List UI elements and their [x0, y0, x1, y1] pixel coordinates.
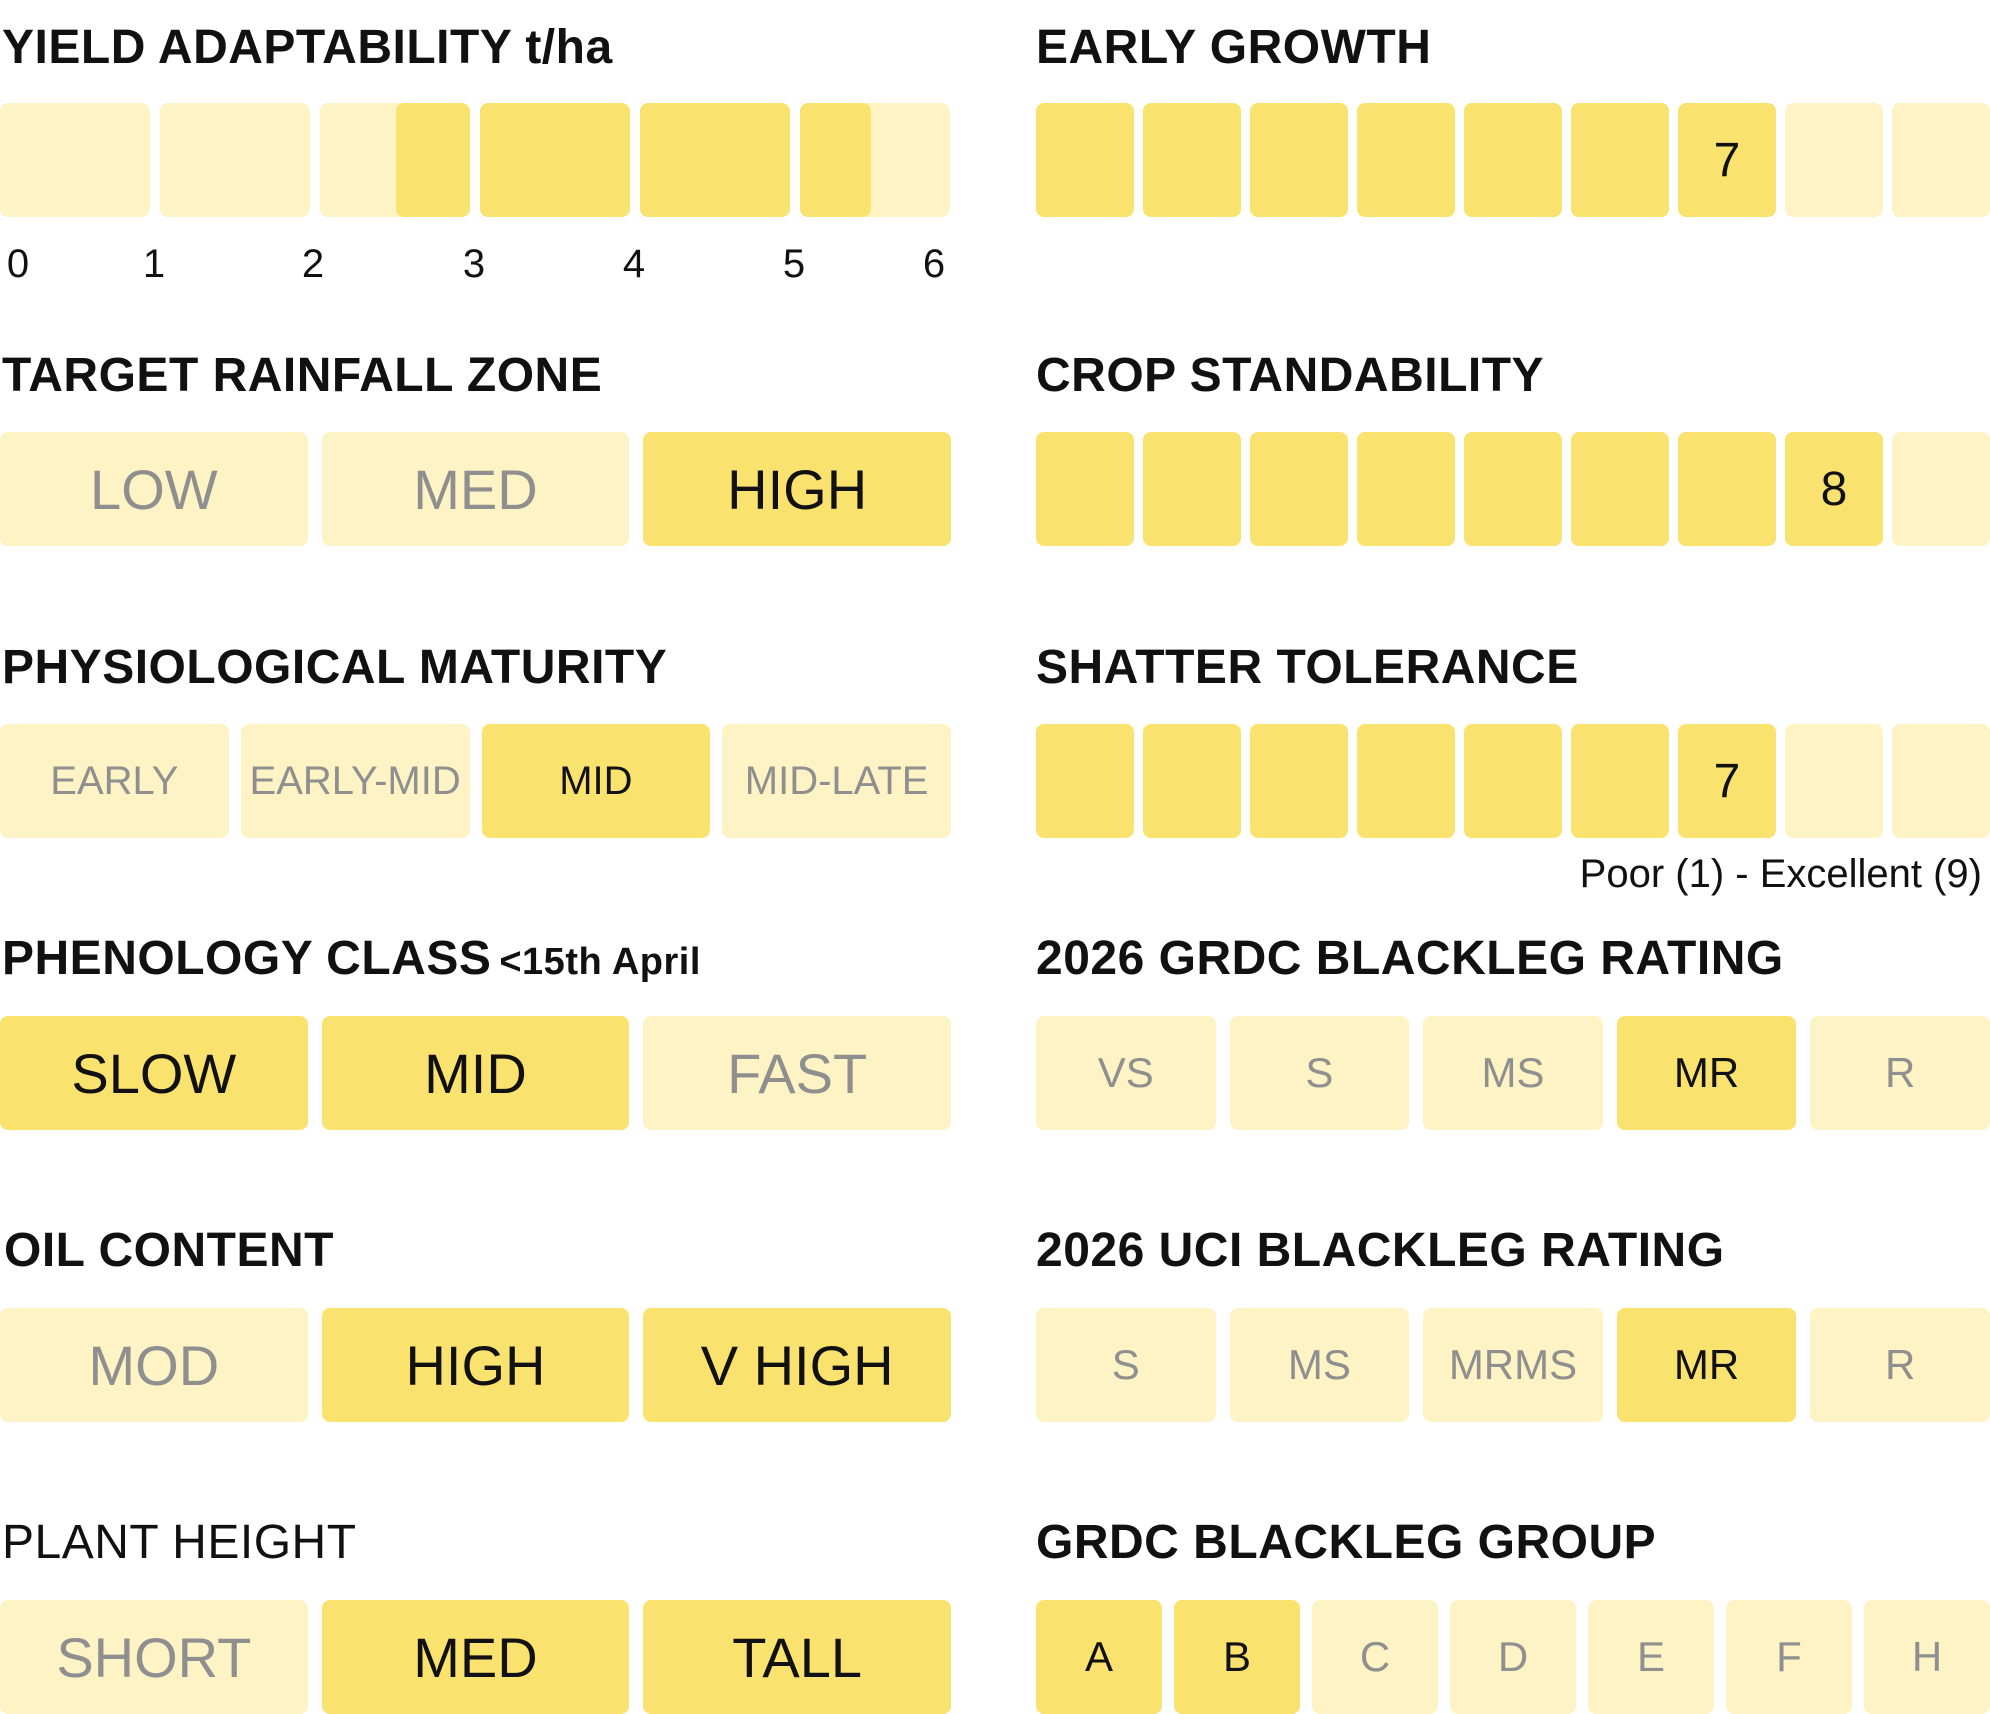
uci-rating-option: MRMS: [1423, 1308, 1603, 1422]
yield-tick-label: 1: [142, 242, 166, 286]
early-growth-cell: [1785, 103, 1883, 217]
yield-tick-label: 2: [301, 242, 325, 286]
maturity-title: PHYSIOLOGICAL MATURITY: [2, 641, 668, 694]
height-option: MED: [321, 1600, 630, 1714]
grdc-group-option: H: [1864, 1600, 1990, 1714]
uci-rating-option: R: [1810, 1308, 1990, 1422]
yield-range-fill: [395, 103, 470, 217]
maturity-option: EARLY-MID: [240, 724, 470, 838]
standability-cell: [1143, 432, 1241, 546]
grdc-rating-option: MS: [1423, 1016, 1603, 1130]
yield-range-fill: [800, 103, 871, 217]
grdc-group-option: C: [1312, 1600, 1438, 1714]
shatter-cell: 7: [1678, 724, 1776, 838]
yield-title-text: YIELD ADAPTABILITY: [2, 21, 512, 74]
standability-cell: [1464, 432, 1562, 546]
maturity-option: MID: [481, 724, 711, 838]
yield-unit: t/ha: [525, 21, 613, 74]
uci-rating-title: 2026 UCI BLACKLEG RATING: [1036, 1224, 1725, 1277]
early-growth-cell: 7: [1678, 103, 1776, 217]
standability-cell: [1678, 432, 1776, 546]
yield-segment: [640, 103, 790, 217]
grdc-group-option: E: [1588, 1600, 1714, 1714]
phenology-suffix: <15th April: [499, 941, 701, 983]
uci-rating-option: MR: [1616, 1308, 1797, 1422]
rainfall-title: TARGET RAINFALL ZONE: [2, 349, 603, 402]
yield-range-fill: [640, 103, 790, 217]
rainfall-option: MED: [321, 432, 630, 546]
shatter-cell: [1571, 724, 1669, 838]
shatter-cell: [1357, 724, 1455, 838]
grdc-rating-title: 2026 GRDC BLACKLEG RATING: [1036, 932, 1784, 985]
grdc-group-title: GRDC BLACKLEG GROUP: [1036, 1516, 1657, 1569]
standability-cell: [1357, 432, 1455, 546]
yield-range-fill: [480, 103, 630, 217]
oil-option: HIGH: [321, 1308, 630, 1422]
maturity-option: MID-LATE: [722, 724, 951, 838]
oil-title: OIL CONTENT: [4, 1224, 334, 1277]
early-growth-cell: [1892, 103, 1990, 217]
early-growth-cell: [1357, 103, 1455, 217]
grdc-group-option: D: [1450, 1600, 1576, 1714]
early-growth-title: EARLY GROWTH: [1036, 21, 1432, 74]
shatter-cell: [1785, 724, 1883, 838]
phenology-title: PHENOLOGY CLASS <15th April: [2, 935, 701, 986]
yield-tick-label: 4: [622, 242, 646, 286]
uci-rating-option: MS: [1229, 1308, 1410, 1422]
standability-title: CROP STANDABILITY: [1036, 349, 1545, 402]
grdc-group-option: A: [1036, 1600, 1162, 1714]
yield-tick-label: 0: [6, 242, 30, 286]
shatter-title: SHATTER TOLERANCE: [1036, 641, 1579, 694]
yield-segment: [160, 103, 310, 217]
yield-segment: [480, 103, 630, 217]
early-growth-cell: [1571, 103, 1669, 217]
grdc-rating-option: VS: [1036, 1016, 1216, 1130]
oil-option: MOD: [0, 1308, 308, 1422]
yield-title: YIELD ADAPTABILITY t/ha: [2, 24, 613, 72]
standability-cell: [1250, 432, 1348, 546]
shatter-cell: [1250, 724, 1348, 838]
early-growth-cell: [1036, 103, 1134, 217]
yield-tick-label: 5: [782, 242, 806, 286]
grdc-rating-option: R: [1810, 1016, 1990, 1130]
rainfall-option: HIGH: [643, 432, 951, 546]
phenology-option: SLOW: [0, 1016, 308, 1130]
grdc-rating-option: MR: [1616, 1016, 1797, 1130]
standability-cell: [1571, 432, 1669, 546]
shatter-cell: [1143, 724, 1241, 838]
yield-segment: [0, 103, 150, 217]
phenology-title-text: PHENOLOGY CLASS: [2, 932, 492, 985]
grdc-group-option: F: [1726, 1600, 1852, 1714]
rainfall-option: LOW: [0, 432, 308, 546]
shatter-cell: [1464, 724, 1562, 838]
early-growth-cell: [1464, 103, 1562, 217]
maturity-option: EARLY: [0, 724, 229, 838]
standability-cell: [1892, 432, 1990, 546]
grdc-group-option: B: [1174, 1600, 1300, 1714]
standability-cell: [1036, 432, 1134, 546]
oil-option: V HIGH: [643, 1308, 951, 1422]
yield-segment: [800, 103, 950, 217]
phenology-option: MID: [321, 1016, 630, 1130]
shatter-cell: [1892, 724, 1990, 838]
shatter-cell: [1036, 724, 1134, 838]
yield-tick-label: 6: [922, 242, 946, 286]
early-growth-cell: [1250, 103, 1348, 217]
early-growth-cell: [1143, 103, 1241, 217]
yield-segment: [320, 103, 470, 217]
uci-rating-option: S: [1036, 1308, 1216, 1422]
height-title: PLANT HEIGHT: [2, 1516, 357, 1569]
height-option: SHORT: [0, 1600, 308, 1714]
grdc-rating-option: S: [1229, 1016, 1410, 1130]
phenology-option: FAST: [643, 1016, 951, 1130]
yield-tick-label: 3: [462, 242, 486, 286]
scale-note: Poor (1) - Excellent (9): [1579, 852, 1982, 896]
standability-cell: 8: [1785, 432, 1883, 546]
height-option: TALL: [643, 1600, 951, 1714]
